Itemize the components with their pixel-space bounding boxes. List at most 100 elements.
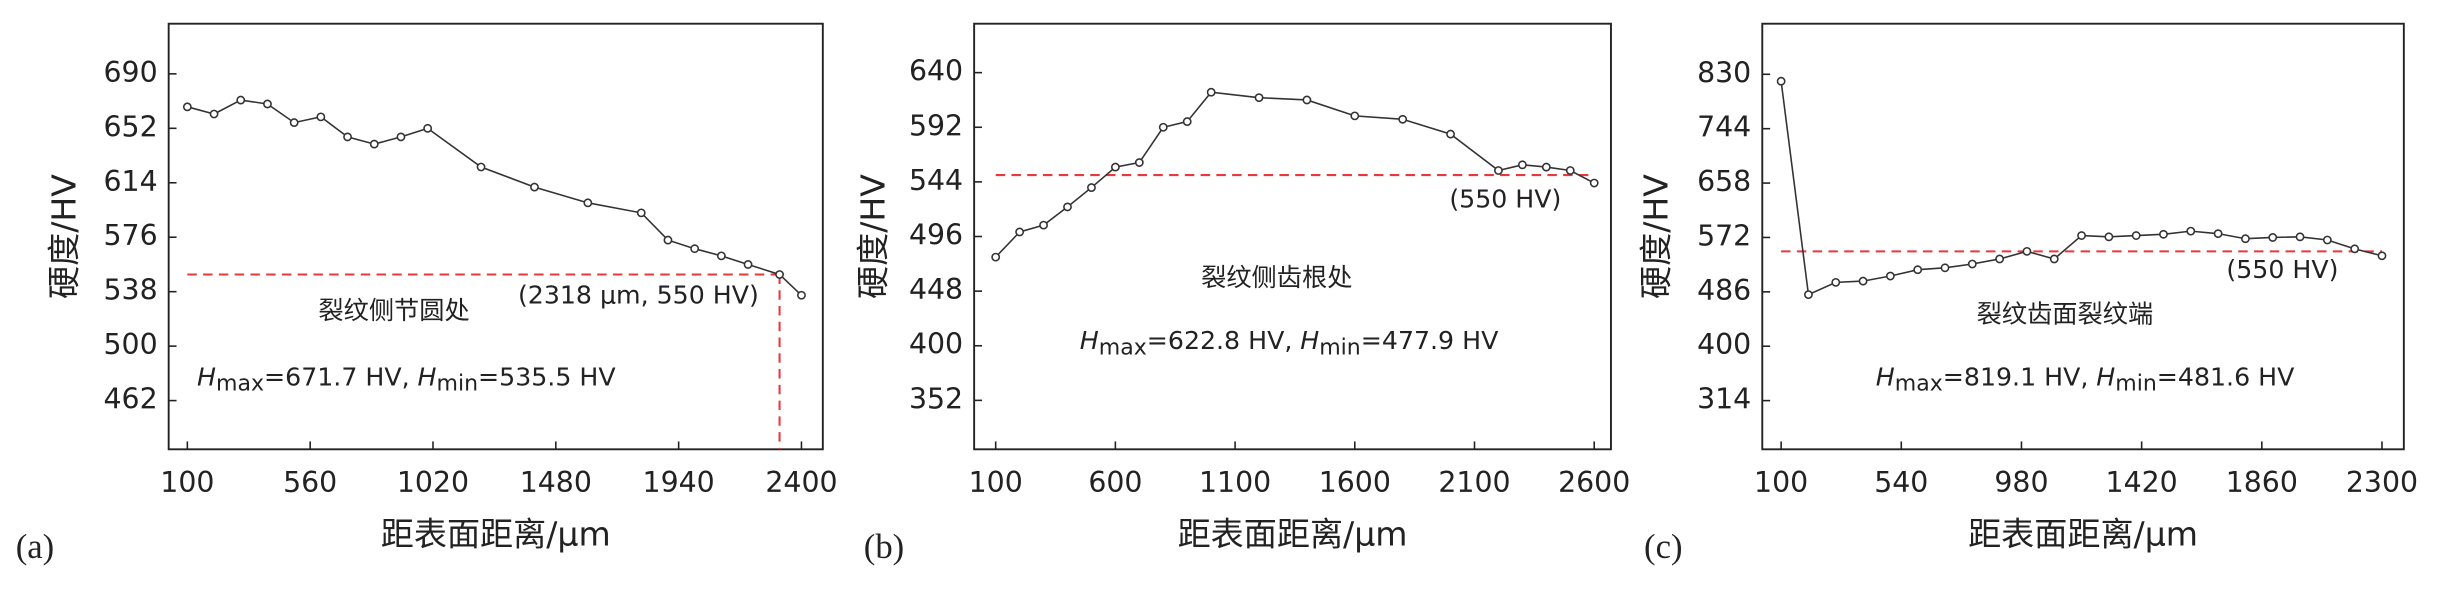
data-point <box>1858 276 1868 286</box>
data-point <box>1087 183 1096 192</box>
annotation: 裂纹侧齿根处 <box>1201 263 1352 292</box>
y-tick-label: 690 <box>103 56 157 89</box>
y-tick-label: 592 <box>909 109 963 142</box>
data-point <box>743 260 753 269</box>
data-point <box>663 235 673 245</box>
x-tick-label: 1020 <box>397 466 469 499</box>
data-point <box>1110 162 1120 172</box>
data-point <box>1158 122 1168 132</box>
x-tick-label: 1100 <box>1199 466 1271 499</box>
data-point <box>775 270 784 279</box>
data-point <box>1967 259 1977 269</box>
stat-symbol: H <box>2096 362 2115 391</box>
data-point <box>1885 271 1895 281</box>
x-tick-label: 600 <box>1088 466 1142 499</box>
data-point <box>2186 226 2196 236</box>
stat-text: =481.6 HV <box>2157 362 2295 391</box>
stat-text: =622.8 HV, <box>1147 326 1293 355</box>
stat-text: =819.1 HV, <box>1943 362 2089 391</box>
stat-symbol: H <box>418 362 437 391</box>
data-point <box>1446 129 1455 139</box>
annotation: (550 HV) <box>1449 184 1561 213</box>
y-tick-label: 614 <box>103 165 157 198</box>
data-point <box>1589 178 1599 188</box>
data-point <box>369 139 379 149</box>
data-point <box>2104 232 2114 242</box>
stat-sub: min <box>1319 335 1361 360</box>
data-point <box>2077 231 2086 240</box>
data-point <box>396 132 406 142</box>
stat-text: =671.7 HV, <box>264 362 410 391</box>
y-tick-label: 572 <box>1697 219 1751 252</box>
y-axis-title: 硬度/HV <box>853 174 892 299</box>
annotation: (550 HV) <box>2226 255 2338 284</box>
y-tick-label: 744 <box>1697 111 1751 144</box>
y-tick-label: 486 <box>1697 274 1751 307</box>
data-point <box>2350 244 2360 254</box>
y-tick-label: 496 <box>909 219 963 252</box>
plot-frame <box>973 22 1612 451</box>
x-tick-label: 560 <box>283 466 337 499</box>
x-tick-label: 1600 <box>1319 466 1391 499</box>
data-point <box>1541 162 1551 172</box>
y-axis-title: 硬度/HV <box>45 174 84 299</box>
data-point <box>2295 232 2305 242</box>
stat-text: =535.5 HV <box>478 362 616 391</box>
data-point <box>1302 95 1312 105</box>
data-point <box>2241 234 2250 244</box>
data-point <box>263 99 272 109</box>
data-point <box>1134 158 1144 167</box>
annotation: (2318 μm, 550 HV) <box>518 280 759 309</box>
x-tick-label: 1860 <box>2226 466 2298 499</box>
data-point <box>1565 166 1575 175</box>
x-tick-label: 2100 <box>1438 466 1510 499</box>
stat-symbol: H <box>1080 326 1099 355</box>
x-tick-label: 1420 <box>2106 466 2178 499</box>
data-point <box>2377 251 2387 261</box>
data-point <box>316 112 326 122</box>
data-point <box>1913 265 1923 275</box>
stat-text: =477.9 HV <box>1361 326 1499 355</box>
y-tick-label: 400 <box>909 328 963 361</box>
stats: Hmax=671.7 HV, Hmin=535.5 HV <box>197 362 616 396</box>
x-tick-label: 540 <box>1874 466 1928 499</box>
data-point <box>2131 231 2141 240</box>
panel-label: (c) <box>1644 528 1682 566</box>
y-axis-title: 硬度/HV <box>1637 174 1676 299</box>
stat-symbol: H <box>1876 362 1895 391</box>
data-point <box>1182 117 1192 126</box>
x-tick-label: 2400 <box>765 466 837 499</box>
y-tick-label: 640 <box>909 55 963 88</box>
stats: Hmax=622.8 HV, Hmin=477.9 HV <box>1080 326 1499 360</box>
y-tick-label: 538 <box>103 274 157 307</box>
data-point <box>1039 220 1048 230</box>
y-tick-label: 652 <box>103 110 157 143</box>
x-tick-label: 2300 <box>2346 466 2418 499</box>
stat-sub: min <box>436 372 478 397</box>
data-point <box>1398 114 1408 124</box>
x-axis-title: 距表面距离/μm <box>1968 515 2198 554</box>
data-point <box>1254 93 1264 103</box>
y-tick-label: 830 <box>1697 56 1751 89</box>
data-point <box>423 123 433 133</box>
data-point <box>289 118 299 127</box>
plot-frame <box>1761 22 2405 451</box>
y-tick-label: 544 <box>909 164 963 197</box>
data-point <box>1350 111 1360 121</box>
data-point <box>476 162 486 172</box>
stat-sub: min <box>2115 372 2157 397</box>
data-point <box>1776 76 1786 86</box>
panel-label: (a) <box>16 528 54 566</box>
x-tick-label: 1480 <box>520 466 592 499</box>
data-point <box>2213 229 2223 239</box>
y-tick-label: 658 <box>1697 165 1751 198</box>
data-point <box>2049 254 2059 264</box>
data-point <box>636 208 646 218</box>
data-point <box>182 102 192 112</box>
data-point <box>2322 235 2332 245</box>
data-point <box>1063 202 1072 212</box>
stat-sub: max <box>1895 372 1943 397</box>
data-point <box>1940 263 1950 273</box>
x-tick-label: 2600 <box>1558 466 1630 499</box>
